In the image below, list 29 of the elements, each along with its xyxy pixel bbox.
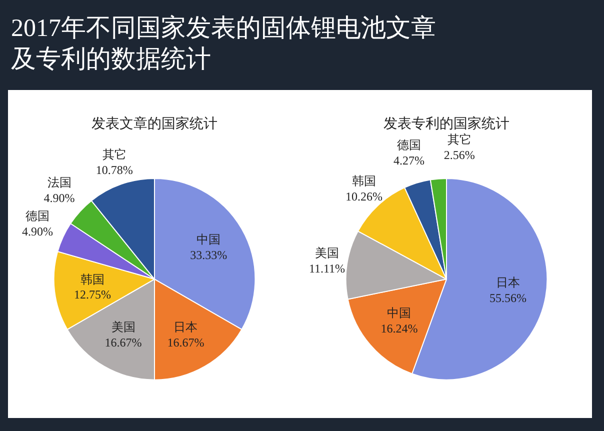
data-label: 4.90% [44, 190, 75, 205]
slice-label: 韩国 [80, 272, 105, 286]
slice-label: 法国 [47, 175, 72, 190]
data-label: 16.67% [167, 335, 204, 350]
data-label: 4.90% [22, 224, 53, 239]
slice-label: 韩国 [352, 174, 376, 188]
slice-label: 中国 [387, 306, 412, 320]
chart-title: 发表专利的国家统计 [384, 116, 510, 132]
slice-label: 美国 [314, 246, 339, 260]
data-label: 10.78% [96, 163, 133, 178]
data-label: 10.26% [346, 189, 383, 204]
slice-label: 美国 [111, 320, 136, 334]
slice-label: 德国 [25, 209, 50, 224]
slice-label: 中国 [196, 232, 221, 246]
text: 2017年不同国家发表的固体锂电池文章及专利的数据统计 [11, 14, 437, 76]
data-label: 12.75% [74, 288, 112, 302]
data-label: 33.33% [190, 248, 228, 262]
data-label: 11.11% [308, 262, 346, 276]
slice-label: 其它 [102, 148, 126, 162]
data-label: 4.27% [394, 153, 425, 168]
slice-label: 日本 [174, 320, 198, 334]
chart-title: 发表文章的国家统计 [92, 116, 218, 132]
slice-label: 其它 [447, 132, 472, 147]
slice-label: 日本 [496, 276, 520, 290]
data-label: 55.56% [489, 290, 526, 305]
slice-label: 德国 [397, 138, 422, 152]
data-label: 16.67% [104, 335, 142, 350]
data-label: 16.24% [380, 322, 418, 336]
data-label: 2.56% [444, 148, 475, 162]
